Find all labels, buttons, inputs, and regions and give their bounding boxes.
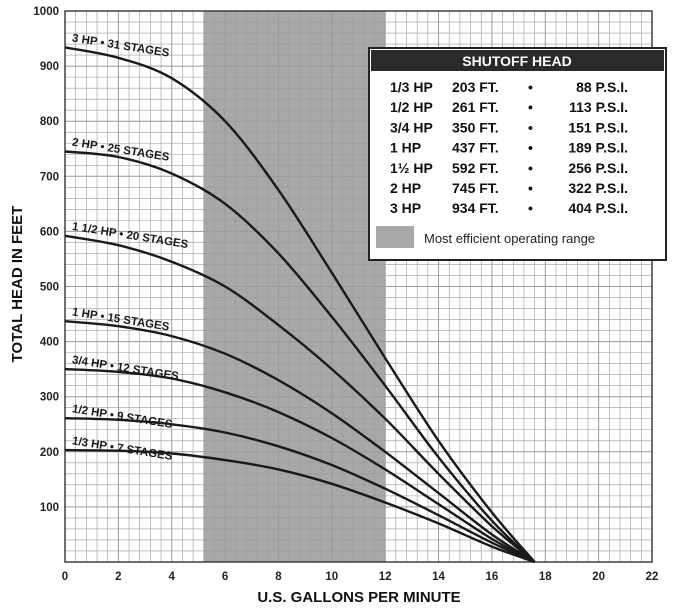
y-tick-label: 500 (40, 282, 59, 294)
x-tick-label: 20 (592, 571, 605, 583)
legend-note: Most efficient operating range (424, 231, 595, 246)
y-tick-label: 400 (40, 337, 59, 349)
plot-frame (64, 10, 653, 563)
curve-series-6 (64, 448, 536, 564)
curve-series-2 (64, 234, 536, 563)
x-tick-label: 10 (325, 571, 338, 583)
legend-row-dot: • (528, 119, 533, 135)
x-tick-label: 6 (222, 571, 228, 583)
legend-row-psi: 189 P.S.I. (568, 140, 628, 156)
curve-label-4: 3/4 HP • 12 STAGES (71, 354, 180, 383)
x-tick-label: 0 (62, 571, 68, 583)
y-tick-label: 600 (40, 226, 59, 238)
legend-row-psi: 151 P.S.I. (568, 119, 628, 135)
legend-row-hp: 2 HP (390, 180, 421, 196)
legend-row-feet: 350 FT. (452, 119, 499, 135)
x-tick-label: 22 (646, 571, 659, 583)
legend-header (371, 50, 664, 71)
legend-row-psi: 256 P.S.I. (568, 160, 628, 176)
legend-row-feet: 203 FT. (452, 79, 499, 95)
legend-shade-swatch (376, 226, 414, 248)
legend-row-hp: 3 HP (390, 200, 421, 216)
legend-box (368, 47, 667, 261)
x-tick-label: 4 (169, 571, 176, 583)
x-tick-label: 18 (539, 571, 552, 583)
legend-row-dot: • (528, 99, 533, 115)
legend-row-psi: 404 P.S.I. (568, 200, 628, 216)
legend-row-dot: • (528, 140, 533, 156)
curve-series-5 (64, 417, 536, 564)
legend-row-psi: 88 P.S.I. (576, 79, 628, 95)
x-tick-label: 8 (275, 571, 282, 583)
legend-row-psi: 113 P.S.I. (569, 99, 628, 115)
legend-row-dot: • (528, 160, 533, 176)
legend-row-hp: 1/2 HP (390, 99, 433, 115)
y-tick-label: 900 (40, 61, 59, 73)
legend-title: SHUTOFF HEAD (462, 53, 571, 69)
x-tick-label: 14 (432, 571, 445, 583)
legend-row-psi: 322 P.S.I. (568, 180, 628, 196)
curve-series-0 (64, 46, 536, 563)
y-axis-title: TOTAL HEAD IN FEET (9, 206, 26, 363)
legend-row-dot: • (528, 79, 533, 95)
curves-layer (64, 46, 536, 564)
legend-row-hp: 3/4 HP (390, 119, 433, 135)
tick-labels-layer: 0 2 4 6 8 10 12 14 16 18 20 22 100 200 300 400 500 600 700… (33, 6, 658, 583)
x-axis-title: U.S. GALLONS PER MINUTE (257, 589, 460, 606)
legend-row-dot: • (528, 200, 533, 216)
legend-row-dot: • (528, 180, 533, 196)
legend-row-hp: 1½ HP (390, 160, 433, 176)
curve-series-3 (64, 320, 536, 564)
curve-series-4 (64, 367, 536, 564)
curve-series-1 (64, 150, 536, 563)
legend-row-hp: 1/3 HP (390, 79, 433, 95)
x-tick-label: 16 (486, 571, 499, 583)
legend-row-feet: 745 FT. (452, 180, 499, 196)
legend-row-feet: 934 FT. (452, 200, 499, 216)
y-tick-label: 1000 (33, 6, 59, 18)
shutoff-head-legend: SHUTOFF HEAD 1/3 HP 203 FT. • 88 P.S.I. 1/2 … (368, 47, 667, 261)
y-tick-label: 700 (40, 171, 59, 183)
x-tick-label: 2 (115, 571, 121, 583)
legend-row-hp: 1 HP (390, 140, 421, 156)
y-tick-label: 300 (40, 392, 59, 404)
y-tick-label: 800 (40, 116, 59, 128)
legend-row-feet: 437 FT. (452, 140, 499, 156)
y-tick-label: 100 (40, 502, 59, 514)
legend-row-feet: 592 FT. (452, 160, 499, 176)
y-tick-label: 200 (40, 447, 59, 459)
x-tick-label: 12 (379, 571, 392, 583)
legend-rows: 1/3 HP 203 FT. • 88 P.S.I. 1/2 HP 261 FT. • 113… (390, 79, 628, 216)
legend-row-feet: 261 FT. (452, 99, 499, 115)
